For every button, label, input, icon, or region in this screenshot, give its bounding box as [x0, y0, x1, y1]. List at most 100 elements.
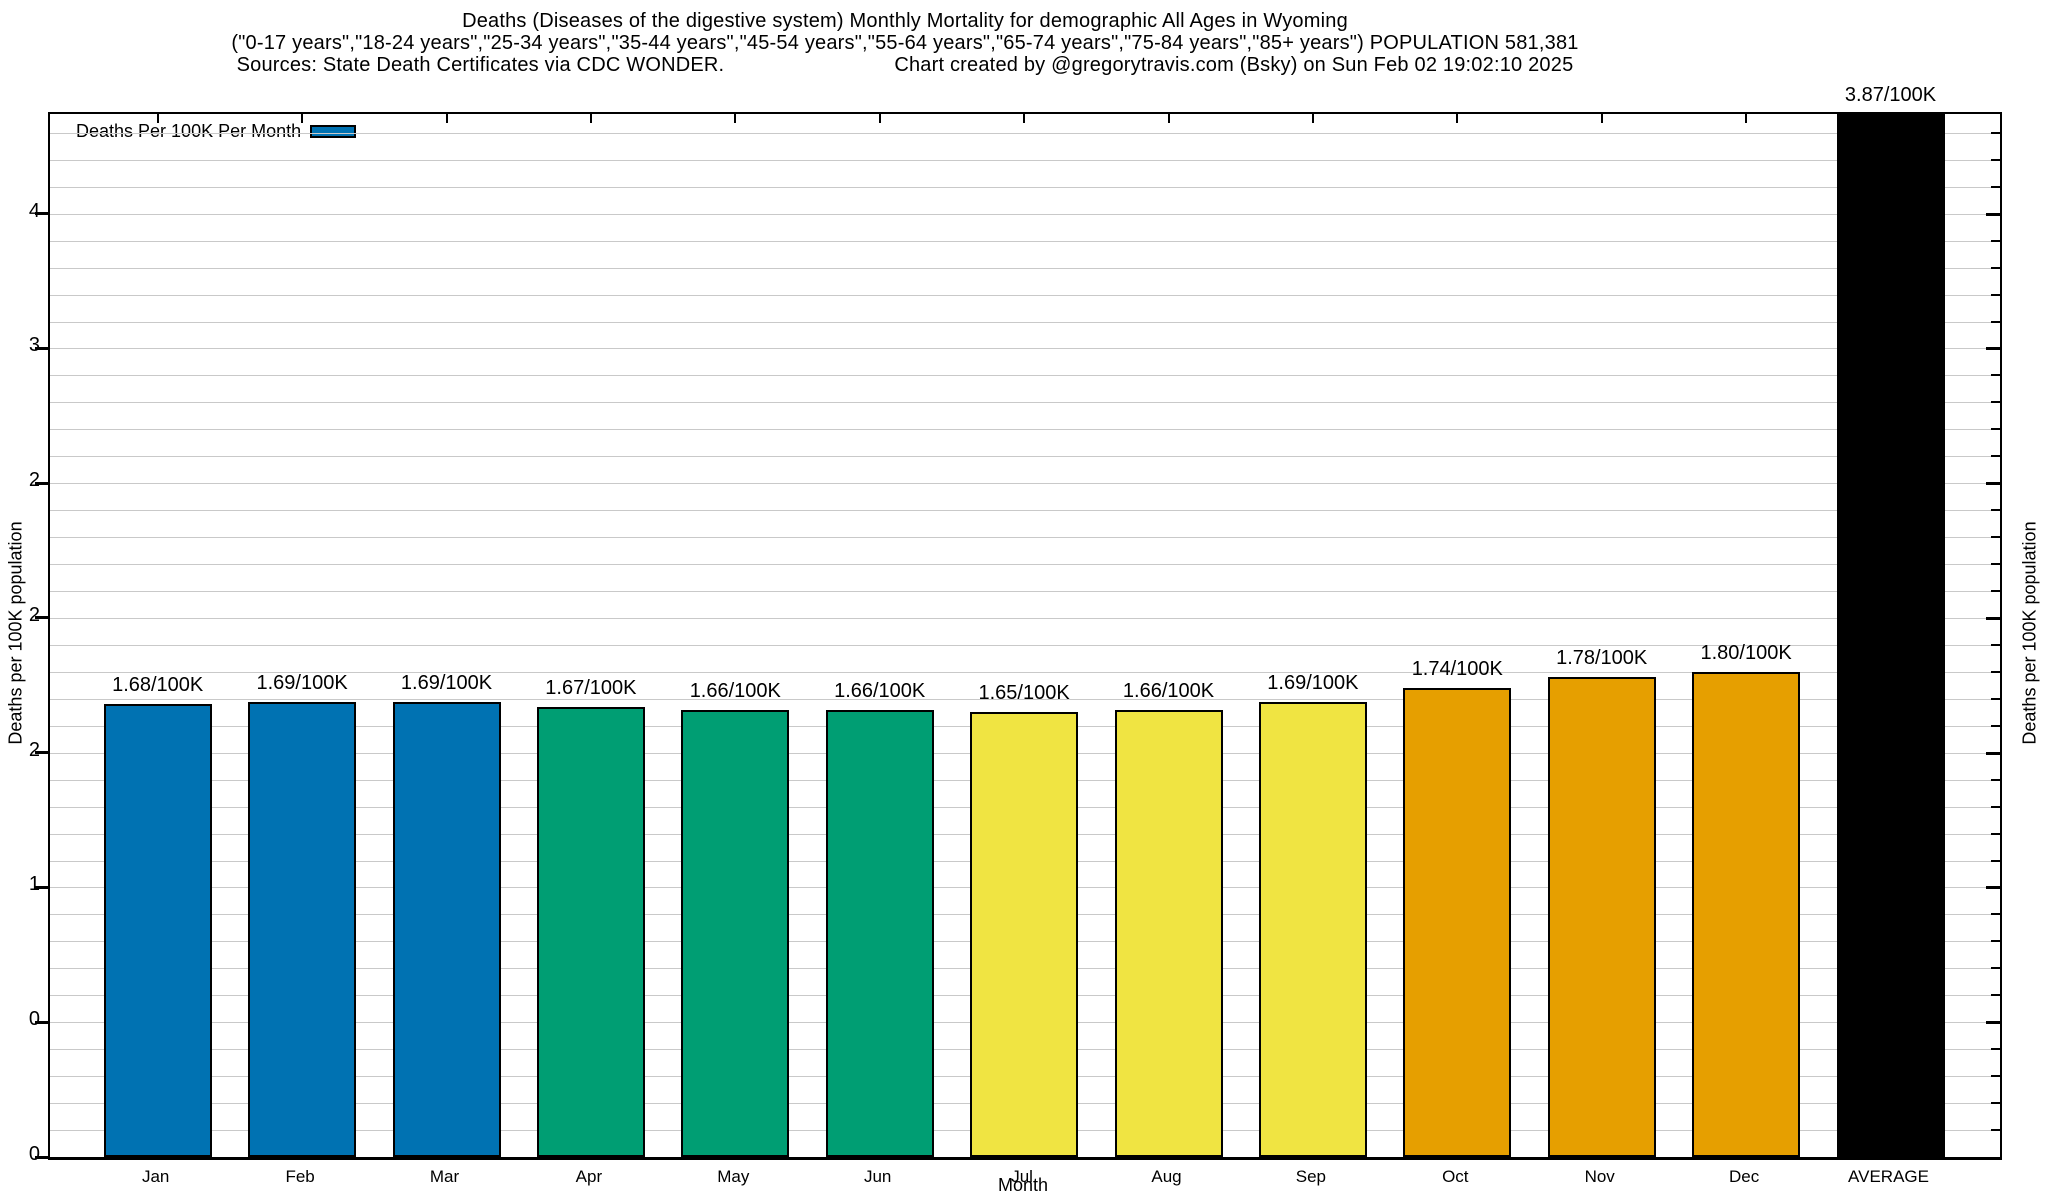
- bar-sep: [1258, 701, 1367, 1157]
- bar-value-label: 1.66/100K: [1122, 679, 1215, 702]
- y-axis-major-tick: [35, 1020, 48, 1024]
- y-axis-major-tick: [35, 212, 48, 216]
- y-axis-major-tick: [35, 751, 48, 755]
- gridline: [50, 564, 2000, 566]
- y-axis-right-tick: [1991, 320, 2000, 323]
- y-axis-tick-label: 2: [28, 603, 40, 626]
- y-axis-right-tick: [1991, 266, 2000, 269]
- gridline: [50, 698, 2000, 700]
- y-axis-major-tick: [35, 346, 48, 350]
- bar-jan: [103, 704, 212, 1157]
- y-axis-right-tick: [1991, 697, 2000, 700]
- gridline: [50, 402, 2000, 404]
- bar-value-label: 1.80/100K: [1700, 641, 1792, 664]
- y-axis-right-tick: [1991, 805, 2000, 808]
- y-axis-major-tick: [35, 1155, 48, 1159]
- x-axis-title: Month: [997, 1175, 1049, 1195]
- gridline: [50, 617, 2000, 619]
- y-axis-right-tick: [1991, 1075, 2000, 1078]
- y-axis-right-tick: [1991, 536, 2000, 539]
- y-axis-right-tick: [1986, 212, 2000, 216]
- gridline: [50, 375, 2000, 377]
- gridline: [50, 483, 2000, 485]
- x-axis-tick-label: May: [717, 1167, 750, 1186]
- y-axis-right-tick: [1991, 563, 2000, 566]
- x-axis-tick-label: Jan: [141, 1167, 170, 1186]
- bar-value-label: 3.87/100K: [1844, 84, 1937, 106]
- x-axis-top-tick: [589, 114, 592, 123]
- y-axis-right-tick: [1991, 643, 2000, 646]
- gridline: [50, 132, 2000, 134]
- chart-title-block: Deaths (Diseases of the digestive system…: [0, 10, 1810, 76]
- x-axis-top-tick: [1745, 114, 1748, 123]
- y-axis-right-tick: [1991, 590, 2000, 593]
- x-axis-tick-label: Nov: [1584, 1167, 1615, 1186]
- bar-nov: [1547, 677, 1656, 1157]
- x-axis-tick-label: Feb: [285, 1167, 315, 1186]
- y-axis-tick-label: 4: [28, 199, 40, 222]
- bar-value-label: 1.66/100K: [689, 679, 781, 702]
- legend-label: Deaths Per 100K Per Month: [76, 120, 302, 141]
- gridline: [50, 429, 2000, 431]
- x-axis-tick-label: Jul: [1011, 1167, 1033, 1186]
- gridline: [50, 644, 2000, 646]
- y-axis-right-tick: [1991, 967, 2000, 970]
- x-axis-top-tick: [1023, 114, 1026, 123]
- x-axis-tick-label: Apr: [575, 1167, 603, 1186]
- x-axis-top-tick: [445, 114, 448, 123]
- x-axis-tick-label: Jun: [863, 1167, 892, 1186]
- x-axis-top-tick: [878, 114, 881, 123]
- y-axis-tick-label: 0: [28, 1143, 40, 1165]
- y-axis-tick-label: 0: [28, 1008, 40, 1031]
- y-axis-right-tick: [1991, 994, 2000, 997]
- gridline: [50, 267, 2000, 269]
- gridline: [50, 456, 2000, 458]
- y-axis-right-tick: [1991, 778, 2000, 781]
- y-axis-right-tick: [1991, 239, 2000, 242]
- bar-jul: [970, 712, 1079, 1157]
- y-axis-right-tick: [1991, 374, 2000, 377]
- y-axis-right-tick: [1991, 940, 2000, 943]
- x-axis-tick-label: Dec: [1728, 1167, 1760, 1186]
- y-axis-right-tick: [1986, 886, 2000, 890]
- chart-title-line1: Deaths (Diseases of the digestive system…: [462, 10, 1348, 32]
- y-axis-right-tick: [1991, 455, 2000, 458]
- x-axis-top-tick: [1311, 114, 1314, 123]
- y-axis-title-right: Deaths per 100K population: [2019, 521, 2040, 745]
- y-axis-right-tick: [1986, 482, 2000, 486]
- y-axis-right-tick: [1991, 859, 2000, 862]
- x-axis-tick-label: Aug: [1151, 1167, 1182, 1186]
- bar-mar: [392, 701, 501, 1157]
- x-axis-top-tick: [1167, 114, 1170, 123]
- bar-jun: [825, 709, 934, 1157]
- gridline: [50, 240, 2000, 242]
- y-axis-right-tick: [1991, 1048, 2000, 1051]
- legend-swatch: [310, 124, 357, 138]
- chart-title-line2: ("0-17 years","18-24 years","25-34 years…: [231, 32, 1579, 54]
- gridline: [50, 159, 2000, 161]
- y-axis-right-tick: [1986, 616, 2000, 620]
- y-axis-right-tick: [1986, 1021, 2000, 1025]
- bar-aug: [1114, 709, 1223, 1157]
- gridline: [50, 348, 2000, 350]
- y-axis-tick-label: 2: [28, 469, 40, 492]
- gridline: [50, 321, 2000, 323]
- chart-credit-note: Chart created by @gregorytravis.com (Bsk…: [894, 54, 1574, 76]
- y-axis-right-tick: [1991, 293, 2000, 296]
- gridline: [50, 510, 2000, 512]
- y-axis-tick-label: 3: [28, 334, 40, 357]
- bar-value-label: 1.74/100K: [1411, 658, 1503, 681]
- y-axis-right-tick: [1991, 1102, 2000, 1105]
- x-axis-top-tick: [156, 114, 159, 123]
- x-axis-top-tick: [1600, 114, 1603, 123]
- y-axis-major-tick: [35, 885, 48, 889]
- x-axis-tick-label: Mar: [429, 1167, 460, 1186]
- bar-may: [681, 709, 790, 1157]
- gridline: [50, 537, 2000, 539]
- chart-sources-note: Sources: State Death Certificates via CD…: [236, 54, 725, 76]
- x-axis-tick-label: Oct: [1442, 1167, 1469, 1186]
- gridline: [50, 213, 2000, 215]
- y-axis-right-tick: [1991, 1129, 2000, 1132]
- bar-value-label: 1.68/100K: [112, 674, 204, 697]
- bar-value-label: 1.69/100K: [256, 671, 348, 694]
